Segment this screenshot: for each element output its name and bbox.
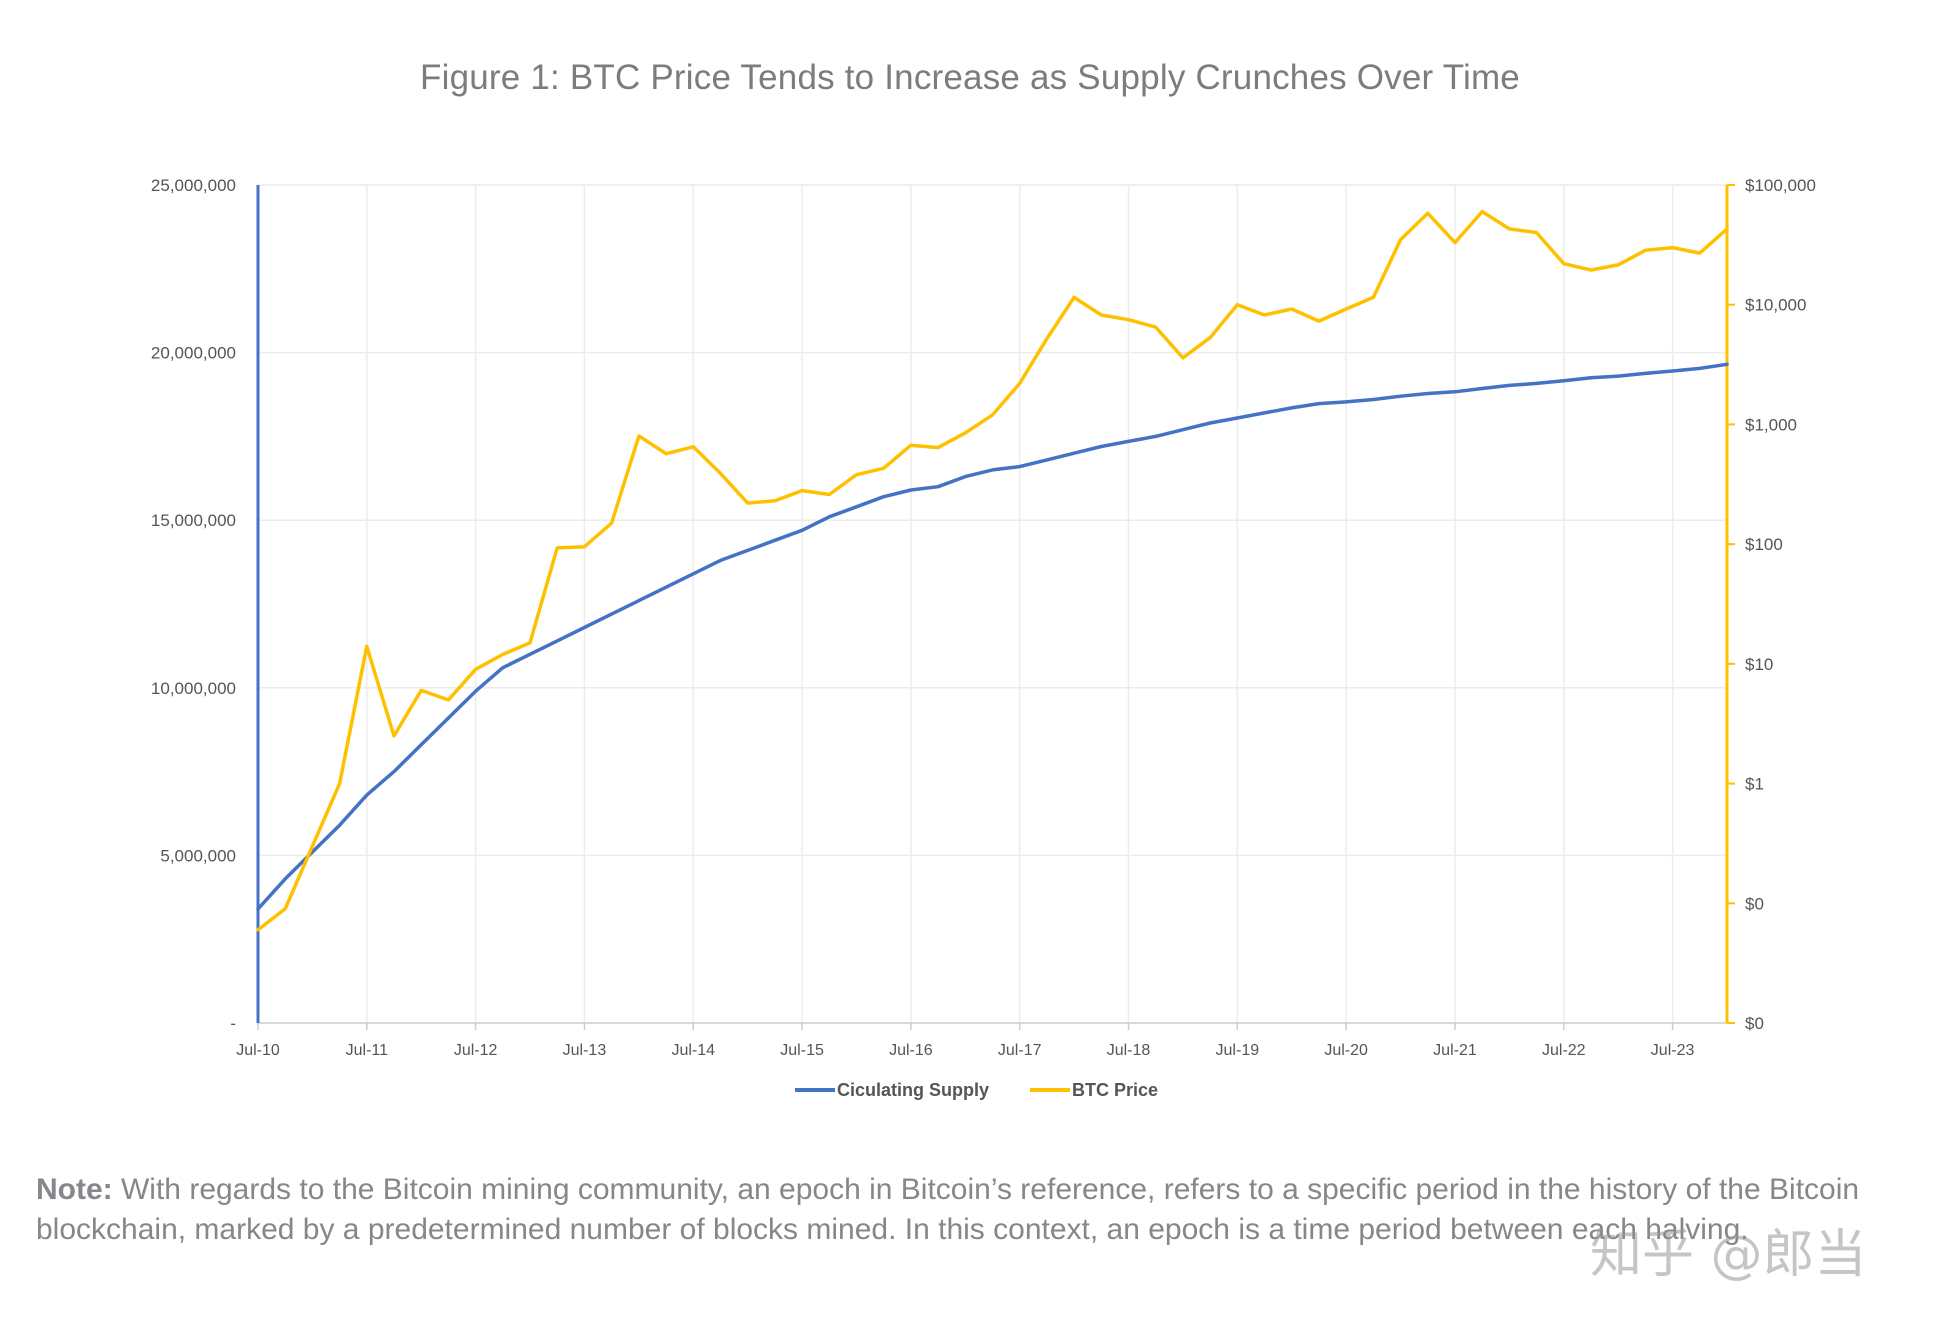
- left-axis-tick-label: -: [230, 1014, 236, 1033]
- legend: Ciculating Supply BTC Price: [795, 1080, 1158, 1100]
- right-axis-tick-label: $100: [1745, 535, 1783, 554]
- x-axis-tick-label: Jul-19: [1216, 1042, 1260, 1059]
- watermark: 知乎 @郎当: [1590, 1225, 1867, 1285]
- x-axis-tick-label: Jul-21: [1433, 1042, 1477, 1059]
- series: [256, 209, 1729, 932]
- figure-title: Figure 1: BTC Price Tends to Increase as…: [420, 58, 1520, 97]
- left-axis-tick-label: 15,000,000: [151, 511, 236, 530]
- chart: - 5,000,000 10,000,000 15,000,000 20,000,000…: [151, 176, 1816, 1100]
- x-axis-tick-label: Jul-22: [1542, 1042, 1586, 1059]
- x-axis-tick-label: Jul-16: [889, 1042, 933, 1059]
- x-axis-tick-label: Jul-11: [346, 1042, 388, 1059]
- right-axis-tick-label: $10: [1745, 655, 1773, 674]
- x-axis-tick-label: Jul-23: [1651, 1042, 1695, 1059]
- x-axis-tick-label: Jul-14: [671, 1042, 715, 1059]
- x-axis-tick-label: Jul-18: [1107, 1042, 1151, 1059]
- right-axis-tick-label: $100,000: [1745, 176, 1816, 195]
- right-axis-tick-label: $1,000: [1745, 415, 1797, 434]
- x-axis-tick-label: Jul-20: [1324, 1042, 1368, 1059]
- note: Note: With regards to the Bitcoin mining…: [36, 1170, 1926, 1250]
- left-axis-tick-label: 25,000,000: [151, 176, 236, 195]
- x-axis-tick-label: Jul-13: [563, 1042, 607, 1059]
- x-axis-tick-label: Jul-10: [236, 1042, 280, 1059]
- left-axis-tick-label: 10,000,000: [151, 679, 236, 698]
- right-axis-tick-label: $0: [1745, 1014, 1764, 1033]
- x-axis-tick-label: Jul-17: [998, 1042, 1042, 1059]
- axes: - 5,000,000 10,000,000 15,000,000 20,000,000…: [151, 176, 1816, 1059]
- grid: [257, 184, 1727, 1024]
- legend-label-price: BTC Price: [1072, 1080, 1158, 1100]
- right-axis-tick-label: $10,000: [1745, 296, 1806, 315]
- legend-label-supply: Ciculating Supply: [837, 1080, 989, 1100]
- price-series-line: [256, 209, 1729, 932]
- left-axis-tick-label: 20,000,000: [151, 344, 236, 363]
- x-axis-tick-label: Jul-15: [780, 1042, 824, 1059]
- right-axis-tick-label: $0: [1745, 894, 1764, 913]
- note-label: Note:: [36, 1173, 113, 1206]
- supply-series-line: [256, 362, 1729, 911]
- left-axis-tick-label: 5,000,000: [160, 846, 236, 865]
- note-text: With regards to the Bitcoin mining commu…: [36, 1173, 1860, 1246]
- right-axis-tick-label: $1: [1745, 775, 1764, 794]
- x-axis-tick-label: Jul-12: [454, 1042, 498, 1059]
